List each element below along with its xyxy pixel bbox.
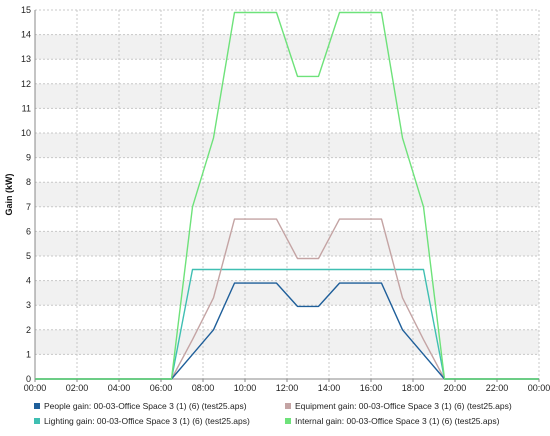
y-tick-label: 3 [26,300,31,310]
y-tick-label: 8 [26,177,31,187]
legend-label: Equipment gain: 00-03-Office Space 3 (1)… [295,401,512,411]
legend-swatch [285,403,291,409]
series-line-3 [35,11,539,380]
x-tick-label: 08:00 [192,383,215,393]
x-tick-label: 06:00 [150,383,173,393]
x-tick-label: 20:00 [444,383,467,393]
x-axis-ticks: 00:00 02:00 04:00 06:00 08:00 10:00 12:00 14:00… [24,379,550,393]
y-tick-label: 5 [26,251,31,261]
y-tick-label: 7 [26,202,31,212]
y-tick-label: 10 [21,128,31,138]
series-lines [35,11,539,380]
x-tick-label: 14:00 [318,383,341,393]
plot-band [35,133,539,158]
y-tick-label: 11 [22,103,31,113]
y-tick-label: 9 [26,153,31,163]
y-tick-label: 6 [26,226,31,236]
x-tick-label: 22:00 [486,383,509,393]
legend-label: People gain: 00-03-Office Space 3 (1) (6… [44,401,247,411]
x-tick-label: 02:00 [66,383,89,393]
plot-band [35,280,539,306]
y-tick-label: 12 [21,79,31,89]
legend-label: Internal gain: 00-03-Office Space 3 (1) … [295,416,500,426]
legend-swatch [34,403,40,409]
y-tick-label: 0 [26,374,31,384]
y-tick-label: 2 [26,325,31,335]
x-tick-label: 04:00 [108,383,131,393]
y-tick-label: 14 [21,30,31,40]
x-tick-label: 10:00 [234,383,257,393]
x-tick-label: 12:00 [276,383,299,393]
x-tick-label: 00:00 [24,383,47,393]
legend-label: Lighting gain: 00-03-Office Space 3 (1) … [44,416,250,426]
y-tick-label: 4 [26,276,31,286]
legend-swatch [285,418,291,424]
legend-swatch [34,418,40,424]
y-tick-label: 13 [21,54,31,64]
y-tick-label: 1 [26,349,31,359]
x-tick-label: 16:00 [360,383,383,393]
legend: People gain: 00-03-Office Space 3 (1) (6… [34,401,512,426]
x-tick-label: 00:00 [528,383,550,393]
y-tick-label: 15 [21,5,31,15]
y-axis-label: Gain (kW) [4,173,14,215]
x-tick-label: 18:00 [402,383,425,393]
